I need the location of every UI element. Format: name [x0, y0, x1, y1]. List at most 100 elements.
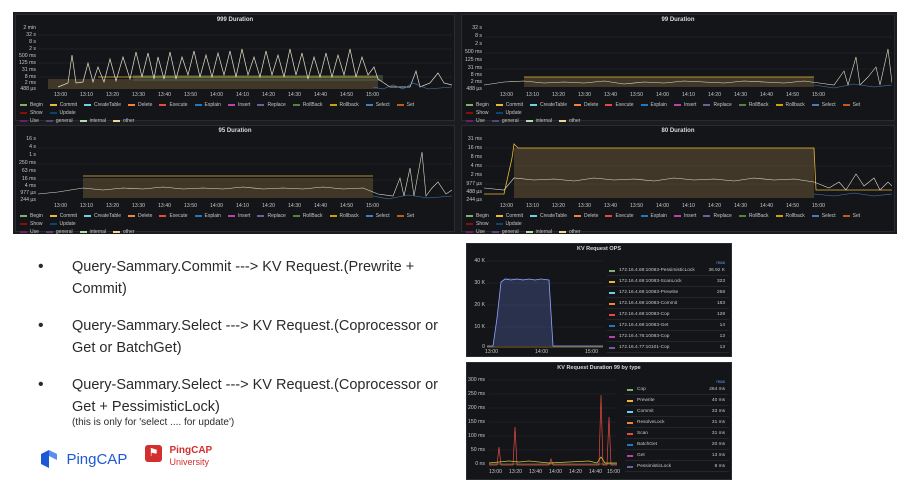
- legend-item[interactable]: CreateTable: [530, 212, 567, 220]
- legend-item[interactable]: Show: [466, 109, 489, 117]
- legend-item[interactable]: Select: [811, 212, 836, 220]
- legend-label: Update: [59, 221, 76, 227]
- legend-item[interactable]: other: [559, 117, 580, 125]
- legend-item[interactable]: Execute: [159, 101, 188, 109]
- y-tick: 1 s: [29, 152, 36, 158]
- legend-item[interactable]: general: [491, 117, 519, 125]
- legend-item[interactable]: Set: [396, 101, 414, 109]
- legend-item[interactable]: Execute: [605, 101, 634, 109]
- legend-item[interactable]: Insert: [673, 101, 696, 109]
- legend-row[interactable]: 172.16.4.69:10083-Cop 128: [607, 310, 729, 320]
- legend-item[interactable]: Set: [842, 212, 860, 220]
- legend-item[interactable]: Use: [20, 117, 39, 125]
- legend-item[interactable]: Explain: [640, 212, 667, 220]
- legend-series-name: 172.16.4.69:10083-PessimisticLock: [619, 268, 695, 273]
- legend-item[interactable]: Delete: [128, 101, 152, 109]
- panel-99-duration[interactable]: 99 Duration 32 s 8 s 2 s 500 ms 125 ms 3…: [461, 14, 895, 124]
- legend-item[interactable]: general: [491, 228, 519, 236]
- legend-item[interactable]: Use: [20, 228, 39, 236]
- legend-row[interactable]: BatchGet 20 ms: [625, 440, 729, 450]
- legend-item[interactable]: internal: [525, 228, 552, 236]
- legend-item[interactable]: RollBack: [738, 212, 769, 220]
- legend-item[interactable]: Show: [466, 220, 489, 228]
- legend-item[interactable]: Delete: [574, 212, 598, 220]
- legend-row[interactable]: Scan 31 ms: [625, 429, 729, 439]
- legend-row[interactable]: 172.16.4.77:10101-Cop 13: [607, 343, 729, 353]
- legend-item[interactable]: Use: [466, 228, 485, 236]
- legend-item[interactable]: Replace: [703, 212, 732, 220]
- legend-item[interactable]: Set: [842, 101, 860, 109]
- legend-row[interactable]: 172.16.4.76:10083-Cop 13: [607, 332, 729, 342]
- legend-item[interactable]: Update: [495, 109, 522, 117]
- legend-item[interactable]: Explain: [194, 212, 221, 220]
- legend-item[interactable]: Delete: [574, 101, 598, 109]
- panel-kv-request-ops[interactable]: KV Request OPS 40 K 30 K 20 K 10 K 0 13:…: [466, 243, 732, 357]
- legend-row[interactable]: PessimisticLock 8 ms: [625, 462, 729, 472]
- legend-item[interactable]: Rollback: [329, 101, 359, 109]
- legend-item[interactable]: Begin: [20, 212, 43, 220]
- legend-item[interactable]: general: [45, 117, 73, 125]
- legend-row[interactable]: ResolveLock 31 ms: [625, 418, 729, 428]
- legend-item[interactable]: Commit: [49, 212, 77, 220]
- legend-item[interactable]: internal: [525, 117, 552, 125]
- legend-item[interactable]: Insert: [227, 212, 250, 220]
- legend-item[interactable]: internal: [79, 228, 106, 236]
- legend-item[interactable]: Replace: [703, 101, 732, 109]
- legend-item[interactable]: Commit: [495, 212, 523, 220]
- legend-item[interactable]: Show: [20, 109, 43, 117]
- legend-item[interactable]: internal: [79, 117, 106, 125]
- legend-item[interactable]: Rollback: [329, 212, 359, 220]
- legend-item[interactable]: Begin: [466, 101, 489, 109]
- legend-row[interactable]: Commit 33 ms: [625, 407, 729, 417]
- legend-row[interactable]: 172.16.4.69:10083-Get 14: [607, 321, 729, 331]
- panel-kv-request-duration[interactable]: KV Request Duration 99 by type 300 ms 25…: [466, 362, 732, 480]
- legend-swatch: [194, 103, 202, 106]
- panel-999-duration[interactable]: 999 Duration 2 min 32 s 8 s 2 s 500 ms 1…: [15, 14, 455, 124]
- legend-row[interactable]: 172.16.4.69:10083-Prewrite 258: [607, 288, 729, 298]
- legend-item[interactable]: Select: [365, 212, 390, 220]
- legend-swatch: [396, 214, 404, 217]
- legend-item[interactable]: CreateTable: [530, 101, 567, 109]
- legend-item[interactable]: Replace: [257, 101, 286, 109]
- legend-item[interactable]: Select: [365, 101, 390, 109]
- legend-row[interactable]: Prewrite 40 ms: [625, 396, 729, 406]
- legend-item[interactable]: Commit: [49, 101, 77, 109]
- legend-item[interactable]: Show: [20, 220, 43, 228]
- legend-item[interactable]: other: [113, 117, 134, 125]
- legend-item[interactable]: Update: [49, 109, 76, 117]
- panel-95-duration[interactable]: 95 Duration 16 s 4 s 1 s 250 ms 63 ms 16…: [15, 125, 455, 235]
- legend-item[interactable]: RollBack: [292, 101, 323, 109]
- legend-item[interactable]: Select: [811, 101, 836, 109]
- legend-item[interactable]: RollBack: [738, 101, 769, 109]
- legend-item[interactable]: Replace: [257, 212, 286, 220]
- legend-row[interactable]: 172.16.4.69:10083-ScanLock 323: [607, 277, 729, 287]
- legend-item[interactable]: Delete: [128, 212, 152, 220]
- legend-item[interactable]: Rollback: [775, 101, 805, 109]
- legend-item[interactable]: CreateTable: [84, 101, 121, 109]
- legend-row[interactable]: 172.16.4.69:10083-Commit 183: [607, 299, 729, 309]
- legend-row[interactable]: Cop 264 ms: [625, 385, 729, 395]
- legend-item[interactable]: Rollback: [775, 212, 805, 220]
- legend-item[interactable]: CreateTable: [84, 212, 121, 220]
- legend-item[interactable]: Execute: [605, 212, 634, 220]
- legend-item[interactable]: Insert: [673, 212, 696, 220]
- legend-row[interactable]: 172.16.4.69:10083-PessimisticLock 36.92 K: [607, 266, 729, 276]
- legend-item[interactable]: other: [113, 228, 134, 236]
- legend-swatch: [79, 230, 87, 233]
- panel-80-duration[interactable]: 80 Duration 31 ms 16 ms 8 ms 4 ms 2 ms 9…: [461, 125, 895, 235]
- legend-row[interactable]: Get 13 ms: [625, 451, 729, 461]
- legend-item[interactable]: Explain: [194, 101, 221, 109]
- legend-item[interactable]: Update: [49, 220, 76, 228]
- legend-item[interactable]: Use: [466, 117, 485, 125]
- legend-item[interactable]: Begin: [20, 101, 43, 109]
- legend-item[interactable]: Update: [495, 220, 522, 228]
- legend-item[interactable]: RollBack: [292, 212, 323, 220]
- legend-item[interactable]: Insert: [227, 101, 250, 109]
- legend-item[interactable]: general: [45, 228, 73, 236]
- legend-item[interactable]: other: [559, 228, 580, 236]
- legend-item[interactable]: Set: [396, 212, 414, 220]
- legend-item[interactable]: Begin: [466, 212, 489, 220]
- legend-item[interactable]: Explain: [640, 101, 667, 109]
- legend-item[interactable]: Execute: [159, 212, 188, 220]
- legend-item[interactable]: Commit: [495, 101, 523, 109]
